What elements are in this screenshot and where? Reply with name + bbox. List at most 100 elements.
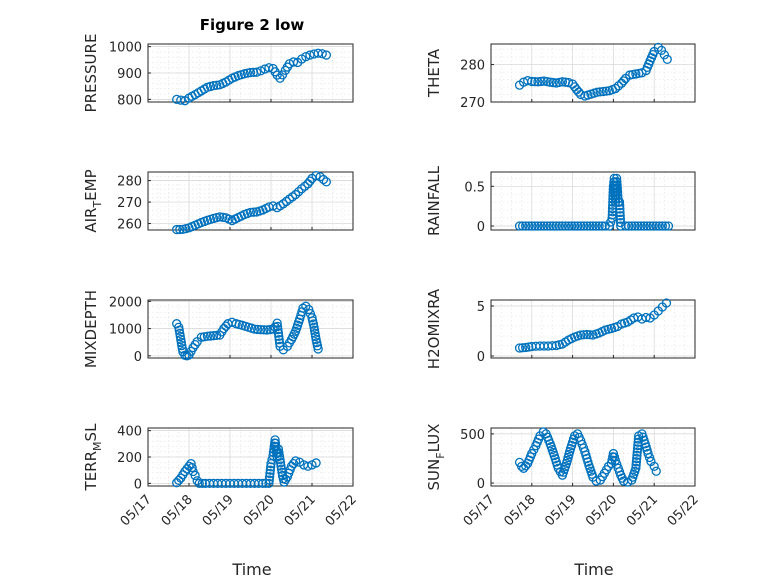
- data-point: [610, 83, 621, 94]
- x-axis-label-left: Time: [231, 560, 271, 579]
- y-tick-label: 900: [117, 67, 142, 82]
- data-point: [579, 330, 589, 340]
- data-point: [551, 221, 561, 231]
- y-tick-label: 280: [460, 59, 485, 74]
- subplot-grid: 800 900 1000 PRESSURE 270 280 THETA 260 270 280 AI…: [82, 34, 702, 530]
- data-point: [527, 221, 537, 231]
- data-point: [530, 76, 540, 87]
- data-point: [530, 221, 540, 231]
- data-point: [585, 221, 595, 231]
- data-point: [563, 77, 574, 88]
- data-point: [566, 221, 577, 231]
- data-point: [660, 221, 671, 231]
- data-point: [288, 57, 299, 67]
- data-point: [648, 221, 658, 231]
- data-point: [274, 451, 285, 461]
- data-point: [274, 447, 284, 458]
- data-point: [615, 200, 625, 211]
- axes-box: [490, 43, 696, 103]
- data-point: [582, 329, 592, 340]
- data-point: [273, 328, 284, 338]
- data-point: [303, 461, 313, 471]
- data-point: [539, 221, 549, 231]
- data-point: [202, 331, 213, 341]
- data-point: [560, 221, 571, 231]
- data-point: [218, 212, 228, 222]
- data-point: [632, 447, 642, 457]
- axes-box: [490, 299, 696, 359]
- data-point: [175, 224, 185, 235]
- data-point: [610, 455, 621, 466]
- data-point: [536, 221, 546, 231]
- y-tick-label: 200: [117, 451, 142, 466]
- y-tick-label: 0: [477, 477, 485, 492]
- data-point: [208, 81, 219, 91]
- data-point: [548, 221, 558, 231]
- data-point: [651, 221, 661, 231]
- data-point: [300, 181, 310, 191]
- data-point: [245, 67, 256, 78]
- data-point: [592, 87, 602, 97]
- data-point: [651, 466, 661, 476]
- data-point: [313, 344, 323, 354]
- data-point: [649, 461, 659, 471]
- data-point: [631, 457, 642, 467]
- data-point: [548, 77, 558, 88]
- data-point: [594, 221, 604, 231]
- data-point: [524, 221, 534, 231]
- data-point: [615, 207, 625, 218]
- data-point: [523, 76, 533, 86]
- y-tick-label: 400: [117, 425, 142, 440]
- data-point: [318, 174, 329, 185]
- data-point: [264, 475, 274, 485]
- data-point: [194, 478, 204, 489]
- data-point: [595, 87, 605, 97]
- data-point: [259, 325, 269, 335]
- data-point: [654, 221, 664, 231]
- data-point: [274, 335, 284, 345]
- data-point: [632, 453, 642, 464]
- data-point: [557, 221, 568, 231]
- y-tick-label: 280: [117, 175, 142, 190]
- data-point: [262, 325, 272, 335]
- data-point: [641, 312, 651, 323]
- data-point: [657, 221, 668, 231]
- axes-box: [490, 427, 696, 487]
- data-point: [533, 77, 543, 87]
- y-tick-label: 0: [477, 220, 485, 235]
- data-point: [597, 221, 607, 231]
- data-point: [633, 221, 643, 231]
- y-axis-label-theta: THETA: [425, 48, 443, 98]
- subplot-theta: 270 280 THETA: [425, 42, 696, 111]
- y-tick-label: 5: [477, 300, 485, 315]
- data-point: [576, 221, 586, 231]
- subplot-h2omixra: 0 5 H2OMIXRA: [425, 288, 696, 369]
- data-point: [631, 463, 641, 473]
- data-point: [644, 452, 655, 463]
- data-point: [614, 197, 625, 207]
- data-point: [645, 221, 655, 231]
- data-point: [585, 330, 595, 340]
- data-point: [273, 444, 284, 454]
- y-tick-label: 0.5: [464, 180, 485, 195]
- y-tick-label: 500: [460, 428, 485, 443]
- data-point: [272, 70, 282, 80]
- data-point: [613, 81, 624, 91]
- y-tick-label: 260: [117, 218, 142, 233]
- data-point: [304, 304, 314, 315]
- data-point: [245, 207, 256, 218]
- data-point: [591, 221, 601, 231]
- data-point: [172, 224, 182, 235]
- data-point: [321, 50, 332, 60]
- data-point: [276, 464, 287, 474]
- data-point: [270, 435, 280, 445]
- subplot-mixdepth: 0 1000 2000 MIXDEPTH: [82, 290, 354, 368]
- data-point: [278, 199, 288, 209]
- data-point: [275, 454, 285, 465]
- data-point: [576, 89, 586, 100]
- y-axis-label-rainfall: RAINFALL: [425, 165, 443, 236]
- data-point: [514, 221, 525, 231]
- y-axis-label-sunflux: SUNFLUX: [425, 424, 447, 491]
- data-point: [249, 324, 260, 334]
